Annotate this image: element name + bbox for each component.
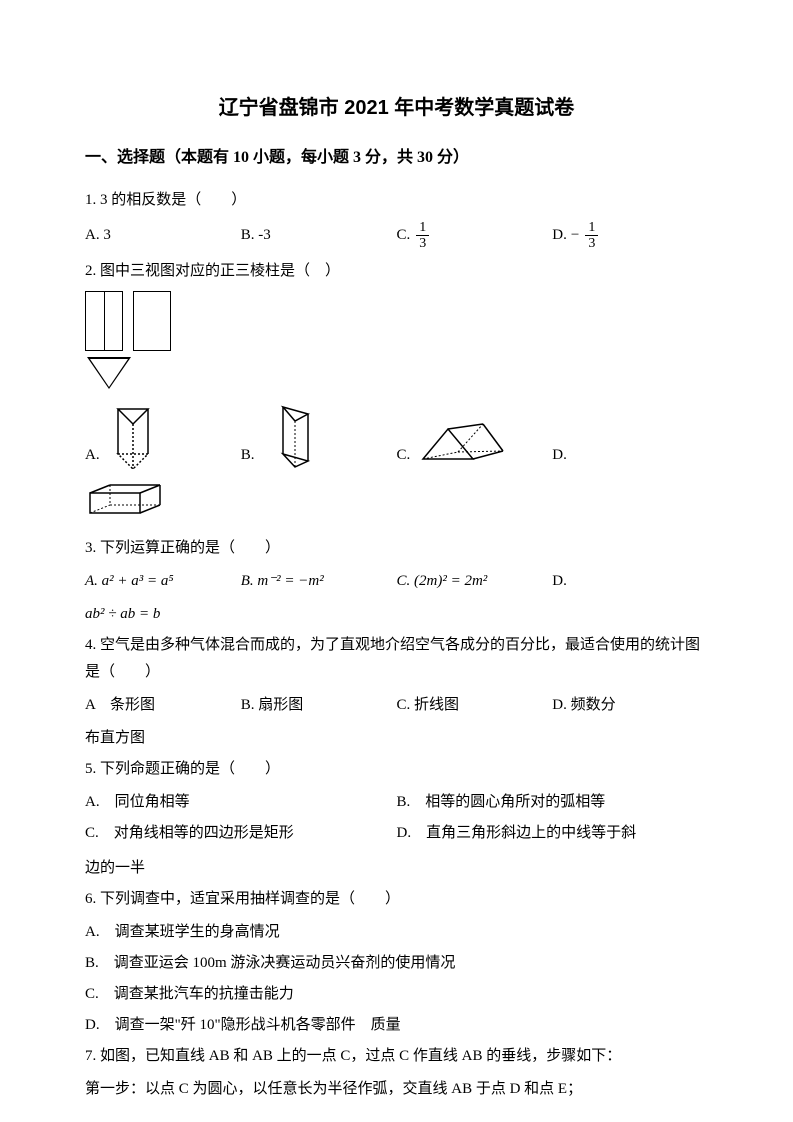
q2-opt-a: A. xyxy=(85,399,241,469)
q7-step1: 第一步：以点 C 为圆心，以任意长为半径作弧，交直线 AB 于点 D 和点 E； xyxy=(85,1076,708,1103)
q6-opt-d: D. 调查一架"歼 10"隐形战斗机各零部件 质量 xyxy=(85,1012,708,1039)
q2-a-label: A. xyxy=(85,442,100,469)
q4-opt-c: C. 折线图 xyxy=(397,692,553,719)
q2-options: A. B. C. D. xyxy=(85,399,708,469)
q2-stem: 2. 图中三视图对应的正三棱柱是（ ） xyxy=(85,258,708,285)
fraction-icon: 1 3 xyxy=(585,220,598,252)
q1-c-num: 1 xyxy=(416,220,429,236)
q1-d-den: 3 xyxy=(585,236,598,251)
q5-extra: 边的一半 xyxy=(85,855,708,882)
q1-d-prefix: D. xyxy=(552,222,567,249)
q1-stem: 1. 3 的相反数是（ ） xyxy=(85,187,708,214)
q4-opt-d: D. 频数分 xyxy=(552,692,708,719)
q3-opt-d: D. xyxy=(552,568,708,595)
q2-d-label: D. xyxy=(552,442,567,469)
q5-opt-d: D. 直角三角形斜边上的中线等于斜 xyxy=(397,820,709,847)
q3-a-text: A. a² + a³ = a⁵ xyxy=(85,568,174,595)
q4-stem: 4. 空气是由多种气体混合而成的，为了直观地介绍空气各成分的百分比，最适合使用的… xyxy=(85,632,708,686)
q4-opt-a: A 条形图 xyxy=(85,692,241,719)
q2-views xyxy=(85,291,708,351)
q4-opt-b: B. 扇形图 xyxy=(241,692,397,719)
q5-stem: 5. 下列命题正确的是（ ） xyxy=(85,756,708,783)
q1-opt-c: C. 1 3 xyxy=(397,220,553,252)
q1-d-neg: − xyxy=(571,222,579,249)
q3-options: A. a² + a³ = a⁵ B. m⁻² = −m² C. (2m)² = … xyxy=(85,568,708,595)
q4-options: A 条形图 B. 扇形图 C. 折线图 D. 频数分 xyxy=(85,692,708,719)
q5-opt-a: A. 同位角相等 xyxy=(85,789,397,816)
q2-opt-d: D. xyxy=(552,442,708,469)
q1-options: A. 3 B. -3 C. 1 3 D. − 1 3 xyxy=(85,220,708,252)
q1-d-num: 1 xyxy=(585,220,598,236)
section-1-header: 一、选择题（本题有 10 小题，每小题 3 分，共 30 分） xyxy=(85,144,708,173)
q3-opt-b: B. m⁻² = −m² xyxy=(241,568,397,595)
q5-options: A. 同位角相等 B. 相等的圆心角所对的弧相等 C. 对角线相等的四边形是矩形… xyxy=(85,789,708,851)
q3-b-text: B. m⁻² = −m² xyxy=(241,568,324,595)
q1-c-prefix: C. xyxy=(397,222,411,249)
q6-opt-a: A. 调查某班学生的身高情况 xyxy=(85,919,708,946)
q7-stem: 7. 如图，已知直线 AB 和 AB 上的一点 C，过点 C 作直线 AB 的垂… xyxy=(85,1043,708,1070)
q2-opt-c: C. xyxy=(397,419,553,469)
q6-stem: 6. 下列调查中，适宜采用抽样调查的是（ ） xyxy=(85,886,708,913)
exam-title: 辽宁省盘锦市 2021 年中考数学真题试卷 xyxy=(85,90,708,126)
q2-c-label: C. xyxy=(397,442,411,469)
q1-c-den: 3 xyxy=(416,236,429,251)
prism-b-icon xyxy=(263,399,333,469)
prism-a-icon xyxy=(108,399,178,469)
q6-opt-c: C. 调查某批汽车的抗撞击能力 xyxy=(85,981,708,1008)
q3-stem: 3. 下列运算正确的是（ ） xyxy=(85,535,708,562)
q3-extra: ab² ÷ ab = b xyxy=(85,601,708,628)
side-view-icon xyxy=(133,291,171,351)
prism-d-icon xyxy=(85,481,165,525)
q5-opt-b: B. 相等的圆心角所对的弧相等 xyxy=(397,789,709,816)
front-view-icon xyxy=(85,291,123,351)
q1-opt-a: A. 3 xyxy=(85,220,241,252)
q3-opt-c: C. (2m)² = 2m² xyxy=(397,568,553,595)
q1-opt-d: D. − 1 3 xyxy=(552,220,708,252)
prism-c-icon xyxy=(418,419,508,469)
q3-c-text: C. (2m)² = 2m² xyxy=(397,568,488,595)
q2-b-label: B. xyxy=(241,442,255,469)
q6-opt-b: B. 调查亚运会 100m 游泳决赛运动员兴奋剂的使用情况 xyxy=(85,950,708,977)
q4-extra: 布直方图 xyxy=(85,725,708,752)
q3-opt-a: A. a² + a³ = a⁵ xyxy=(85,568,241,595)
q2-opt-b: B. xyxy=(241,399,397,469)
q5-opt-c: C. 对角线相等的四边形是矩形 xyxy=(85,820,397,847)
q1-opt-b: B. -3 xyxy=(241,220,397,252)
fraction-icon: 1 3 xyxy=(416,220,429,252)
top-view-icon xyxy=(87,357,131,389)
